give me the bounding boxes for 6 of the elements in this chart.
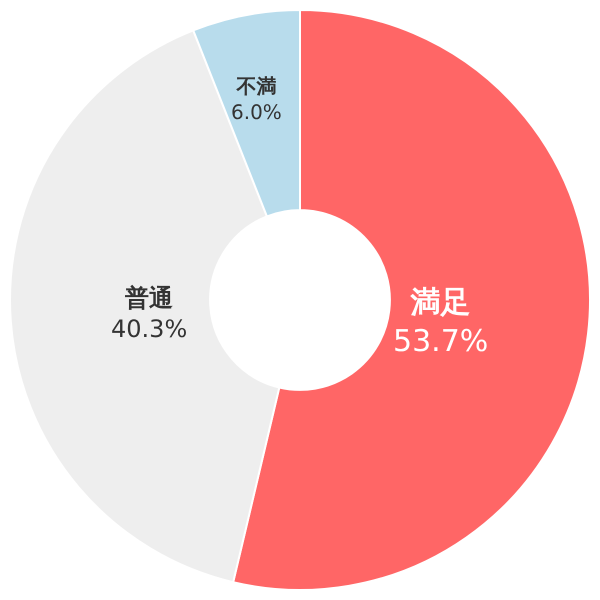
data-label: 53.7% [393, 324, 488, 359]
slice-label: 満足 [410, 285, 471, 320]
data-label: 6.0% [231, 100, 282, 124]
slice-label: 不満 [235, 74, 276, 98]
data-label: 40.3% [111, 315, 188, 344]
slice-label: 普通 [124, 284, 174, 312]
